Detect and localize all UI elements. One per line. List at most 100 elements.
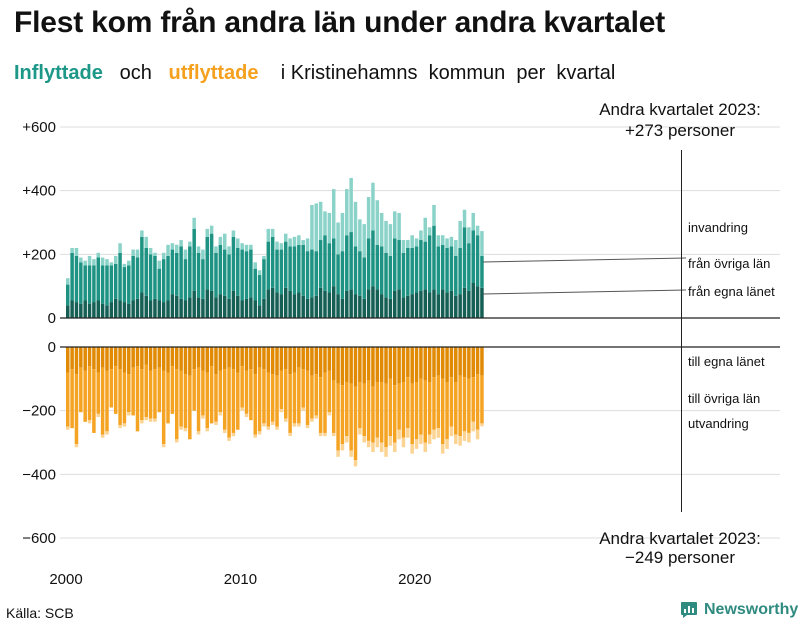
bar-outflow-egna — [201, 347, 205, 371]
bar-inflow-invandring — [244, 244, 249, 252]
bar-outflow-ovriga — [345, 382, 349, 437]
bar-inflow-invandring — [480, 231, 484, 256]
bar-outflow-utvandring — [253, 434, 257, 438]
bar-outflow-egna — [161, 347, 166, 371]
y-tick-out: −400 — [22, 466, 56, 483]
bar-outflow-utvandring — [292, 423, 297, 427]
chart-title: Flest kom från andra län under andra kva… — [14, 6, 666, 39]
bar-inflow-invandring — [70, 247, 74, 253]
bar-outflow-egna — [340, 347, 345, 386]
bar-outflow-egna — [157, 347, 162, 368]
series-label-in: från övriga län — [688, 256, 770, 271]
series-label-in: invandring — [688, 220, 748, 235]
bar-inflow-ovriga — [74, 255, 79, 303]
annotation-top-line1: Andra kvartalet 2023: — [599, 100, 761, 119]
bar-inflow-ovriga — [480, 255, 484, 288]
bar-outflow-egna — [205, 347, 210, 373]
y-tick-in: 0 — [48, 310, 56, 327]
bar-inflow-invandring — [336, 222, 340, 255]
bar-outflow-ovriga — [113, 366, 118, 414]
bar-inflow-ovriga — [314, 251, 319, 296]
bar-outflow-egna — [427, 347, 432, 383]
bar-outflow-ovriga — [175, 369, 179, 440]
bar-inflow-invandring — [393, 211, 397, 239]
bar-inflow-ovriga — [135, 257, 140, 299]
bar-inflow-egna — [135, 298, 140, 318]
bar-outflow-egna — [297, 347, 301, 368]
bar-outflow-ovriga — [153, 369, 157, 419]
bar-inflow-egna — [419, 290, 423, 318]
bar-outflow-egna — [318, 347, 323, 378]
bar-outflow-ovriga — [148, 370, 153, 419]
bar-outflow-egna — [458, 347, 462, 376]
bar-outflow-utvandring — [454, 434, 458, 445]
bar-inflow-invandring — [249, 244, 253, 250]
bar-outflow-utvandring — [66, 426, 70, 430]
series-label-out: till övriga län — [688, 391, 760, 406]
bar-inflow-ovriga — [297, 244, 301, 293]
bar-inflow-invandring — [218, 236, 223, 245]
bar-outflow-utvandring — [100, 434, 105, 438]
bar-inflow-egna — [113, 298, 118, 318]
bar-inflow-egna — [118, 300, 122, 318]
bar-outflow-ovriga — [170, 366, 175, 414]
bar-inflow-invandring — [427, 227, 432, 236]
bar-inflow-invandring — [440, 235, 445, 245]
bar-inflow-ovriga — [305, 251, 310, 299]
bar-outflow-utvandring — [127, 412, 131, 416]
bar-inflow-invandring — [366, 197, 371, 239]
bar-outflow-egna — [305, 347, 310, 371]
bar-inflow-ovriga — [471, 230, 475, 283]
bar-outflow-utvandring — [458, 436, 462, 446]
bar-inflow-invandring — [236, 238, 240, 248]
bar-inflow-ovriga — [92, 265, 96, 303]
bar-inflow-invandring — [170, 243, 175, 250]
bar-inflow-ovriga — [449, 246, 454, 291]
bar-outflow-utvandring — [179, 426, 183, 430]
bar-inflow-egna — [166, 300, 170, 318]
bar-inflow-egna — [140, 292, 144, 318]
bar-outflow-utvandring — [266, 426, 271, 430]
bar-outflow-ovriga — [406, 377, 410, 429]
bar-inflow-invandring — [449, 236, 454, 247]
bar-inflow-ovriga — [144, 247, 148, 296]
bar-outflow-ovriga — [432, 377, 436, 430]
bar-inflow-egna — [384, 297, 388, 318]
bar-outflow-ovriga — [305, 370, 310, 425]
bar-outflow-utvandring — [375, 437, 380, 448]
bar-inflow-egna — [314, 295, 319, 318]
bar-outflow-egna — [449, 347, 454, 378]
bar-inflow-invandring — [371, 182, 375, 231]
bar-outflow-egna — [270, 347, 275, 375]
bar-outflow-egna — [397, 347, 401, 384]
bar-inflow-egna — [209, 290, 214, 318]
bar-inflow-invandring — [301, 240, 305, 245]
bar-inflow-egna — [297, 292, 301, 318]
bar-inflow-invandring — [458, 220, 462, 248]
bar-outflow-utvandring — [384, 447, 388, 457]
bar-inflow-egna — [454, 295, 458, 318]
bar-inflow-ovriga — [288, 246, 292, 291]
bar-inflow-egna — [105, 305, 109, 318]
bar-inflow-egna — [397, 289, 401, 318]
newsworthy-icon — [681, 602, 697, 618]
bar-outflow-utvandring — [288, 432, 292, 437]
bar-inflow-ovriga — [301, 244, 305, 296]
bar-inflow-egna — [153, 298, 157, 318]
bar-inflow-ovriga — [175, 252, 179, 296]
bar-inflow-invandring — [179, 240, 183, 247]
bar-outflow-egna — [288, 347, 292, 375]
bar-outflow-utvandring — [118, 424, 122, 429]
bar-inflow-ovriga — [96, 257, 101, 301]
bar-outflow-egna — [249, 347, 253, 370]
bar-outflow-ovriga — [222, 369, 227, 430]
bar-outflow-ovriga — [266, 372, 271, 427]
bar-outflow-egna — [74, 347, 79, 375]
bar-inflow-egna — [340, 298, 345, 318]
bar-outflow-ovriga — [314, 374, 319, 416]
bar-inflow-invandring — [270, 228, 275, 237]
bar-inflow-egna — [170, 294, 175, 318]
bar-inflow-egna — [449, 290, 454, 318]
chart-bars — [66, 177, 484, 467]
bar-outflow-egna — [336, 347, 340, 384]
